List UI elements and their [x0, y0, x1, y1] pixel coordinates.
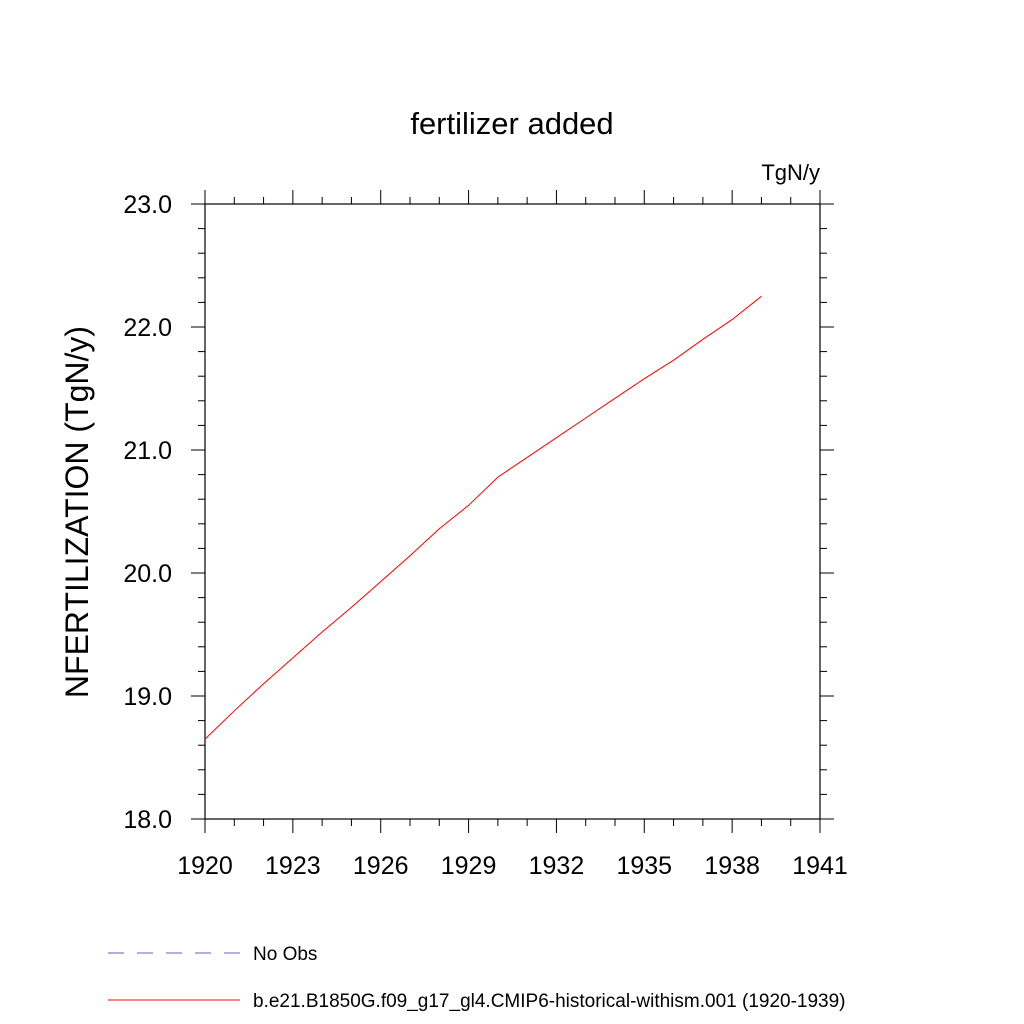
x-tick-label: 1926: [353, 852, 409, 880]
y-tick-label: 22.0: [123, 314, 172, 342]
x-tick-label: 1941: [792, 852, 848, 880]
x-tick-label: 1935: [616, 852, 672, 880]
x-tick-label: 1938: [704, 852, 760, 880]
x-tick-label: 1920: [177, 852, 233, 880]
y-axis-label: NFERTILIZATION (TgN/y): [59, 326, 95, 698]
y-tick-label: 21.0: [123, 437, 172, 465]
y-tick-label: 19.0: [123, 683, 172, 711]
legend-label: No Obs: [253, 944, 317, 965]
y-tick-label: 23.0: [123, 191, 172, 219]
legend: No Obs b.e21.B1850G.f09_g17_gl4.CMIP6-his…: [108, 944, 846, 1012]
chart-title: fertilizer added: [410, 106, 613, 141]
series-line: [204, 295, 762, 740]
plot-frame: [204, 203, 821, 820]
series-layer: [204, 295, 762, 740]
x-axis: 1920 1923 1926 1929 1932 1935 1938 1941: [177, 190, 848, 880]
x-tick-label: 1929: [441, 852, 497, 880]
y-tick-label: 20.0: [123, 560, 172, 588]
y-axis: 18.0 19.0 20.0 21.0 22.0 23.0: [123, 191, 834, 834]
y-tick-label: 18.0: [123, 806, 172, 834]
legend-label: b.e21.B1850G.f09_g17_gl4.CMIP6-historica…: [253, 991, 846, 1012]
x-tick-label: 1932: [529, 852, 585, 880]
x-tick-label: 1923: [265, 852, 321, 880]
units-label: TgN/y: [761, 160, 820, 185]
